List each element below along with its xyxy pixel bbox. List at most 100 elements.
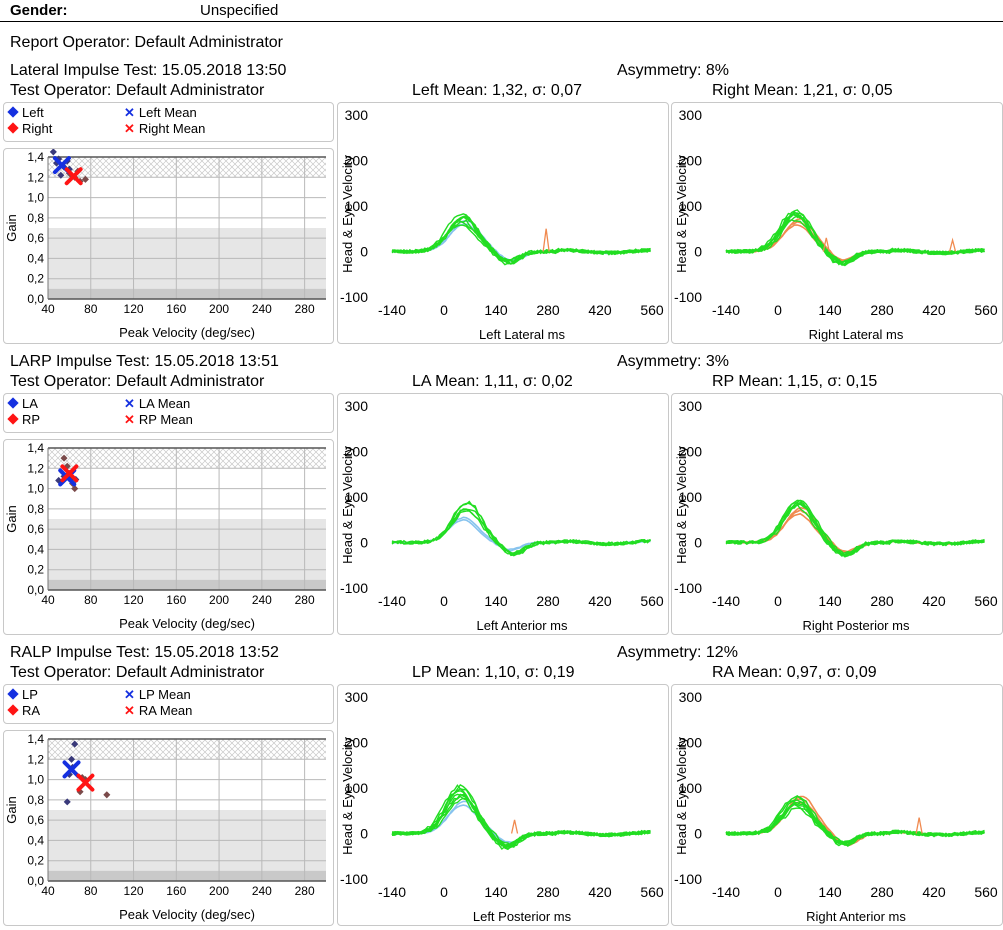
legend-right: RP — [7, 412, 41, 427]
y-tick-label: 1,2 — [27, 461, 44, 475]
legend-label: LP Mean — [138, 687, 191, 702]
legend-label: Right Mean — [138, 121, 206, 136]
asymmetry-label: Asymmetry: 8% — [617, 62, 730, 79]
x-tick-label: 280 — [870, 302, 894, 318]
test-operator: Test Operator: Default Administrator — [10, 664, 265, 681]
x-tick-label: 420 — [588, 302, 612, 318]
artifact-spike — [822, 237, 830, 252]
x-marker-icon: ✕ — [124, 412, 135, 427]
eye-velocity-trace — [725, 803, 985, 844]
y-tick-label: 0,0 — [27, 292, 44, 306]
y-tick-label: 1,0 — [27, 482, 44, 496]
right-velocity-panel: -100 0 100 200 300 -140 0 140 280 420 560 Right Ant… — [671, 684, 1003, 926]
y-tick-label: 0,2 — [27, 563, 44, 577]
legend-left: LA — [7, 396, 38, 411]
x-tick-label: 200 — [209, 302, 229, 316]
x-tick-label: 420 — [922, 593, 946, 609]
x-tick-label: 280 — [536, 884, 560, 900]
asymmetry-label: Asymmetry: 12% — [617, 644, 738, 661]
legend-label: RP — [22, 412, 41, 427]
y-tick-label: 1,2 — [27, 752, 44, 766]
left-mean-marker — [62, 760, 81, 779]
x-tick-label: 80 — [84, 593, 98, 607]
legend-right-mean: ✕ RP Mean — [124, 412, 193, 428]
left-velocity-panel: -100 0 100 200 300 -140 0 140 280 420 560 Left Late… — [337, 102, 669, 344]
y-tick-label: 100 — [679, 489, 703, 505]
y-tick-label: 300 — [345, 398, 369, 414]
x-tick-label: -140 — [378, 884, 406, 900]
diamond-marker-icon — [7, 106, 19, 118]
y-tick-label: 300 — [679, 107, 703, 123]
eye-velocity-trace — [725, 795, 985, 848]
very-low-gain-zone — [48, 579, 326, 590]
eye-velocity-trace — [725, 501, 985, 557]
test-operator: Test Operator: Default Administrator — [10, 82, 265, 99]
gain-scatter-panel: 0,0 0,2 0,4 0,6 0,8 1,0 1,2 1,4 40 80 120 160 200 240… — [3, 148, 334, 344]
right-velocity-panel: -100 0 100 200 300 -140 0 140 280 420 560 Right Pos… — [671, 393, 1003, 635]
x-tick-label: 420 — [588, 593, 612, 609]
x-tick-label: 80 — [84, 302, 98, 316]
legend-label: Left Mean — [138, 105, 197, 120]
x-tick-label: 420 — [922, 884, 946, 900]
x-tick-label: -140 — [378, 302, 406, 318]
x-tick-label: 40 — [41, 593, 55, 607]
x-axis-label: Left Posterior ms — [473, 909, 572, 924]
y-tick-label: 300 — [345, 107, 369, 123]
y-axis-label: Gain — [4, 796, 19, 823]
y-tick-label: 0,6 — [27, 522, 44, 536]
x-axis-label: Left Anterior ms — [476, 618, 568, 633]
x-tick-label: 200 — [209, 884, 229, 898]
x-tick-label: 420 — [588, 884, 612, 900]
legend-right: RA — [7, 703, 41, 718]
x-tick-label: 140 — [818, 884, 842, 900]
x-tick-label: 140 — [484, 593, 508, 609]
y-tick-label: 100 — [679, 780, 703, 796]
legend-label: RA Mean — [138, 703, 193, 718]
diamond-marker-icon — [7, 704, 19, 716]
very-low-gain-zone — [48, 288, 326, 299]
x-tick-label: 0 — [440, 884, 448, 900]
x-tick-label: 140 — [484, 302, 508, 318]
y-tick-label: 1,4 — [27, 441, 44, 455]
y-tick-label: 200 — [345, 444, 369, 460]
y-tick-label: 1,4 — [27, 732, 44, 746]
y-axis-label: Gain — [4, 214, 19, 241]
legend-label: RA — [22, 703, 41, 718]
x-tick-label: 240 — [252, 884, 272, 898]
x-marker-icon: ✕ — [124, 105, 135, 120]
legend-left: Left — [7, 105, 44, 120]
y-tick-label: 0,8 — [27, 793, 44, 807]
x-tick-label: 40 — [41, 302, 55, 316]
x-tick-label: 120 — [124, 884, 144, 898]
scatter-point — [103, 791, 111, 799]
y-tick-label: 100 — [345, 489, 369, 505]
gender-value: Unspecified — [200, 2, 279, 19]
x-tick-label: 560 — [974, 593, 998, 609]
x-tick-label: 280 — [536, 593, 560, 609]
y-tick-label: 0 — [694, 826, 702, 842]
x-marker-icon: ✕ — [124, 687, 135, 702]
legend-box: LA ✕ LA Mean RP ✕ RP Mean — [3, 393, 334, 433]
head-velocity-trace — [725, 506, 985, 555]
y-tick-label: 0,0 — [27, 874, 44, 888]
x-tick-label: 280 — [295, 302, 315, 316]
left-velocity-panel: -100 0 100 200 300 -140 0 140 280 420 560 Left Ante… — [337, 393, 669, 635]
header-divider — [0, 21, 1003, 22]
eye-velocity-trace — [725, 801, 985, 846]
x-axis-label: Peak Velocity (deg/sec) — [119, 325, 255, 340]
x-tick-label: 80 — [84, 884, 98, 898]
y-tick-label: 0,4 — [27, 251, 44, 265]
x-tick-label: 560 — [640, 593, 664, 609]
y-axis-label: Head & Eye Velocity — [340, 155, 355, 273]
legend-label: Left — [22, 105, 44, 120]
x-tick-label: 120 — [124, 302, 144, 316]
x-tick-label: -140 — [712, 302, 740, 318]
right-mean-label: RA Mean: 0,97, σ: 0,09 — [712, 664, 877, 681]
eye-velocity-trace — [725, 503, 985, 555]
right-mean-label: RP Mean: 1,15, σ: 0,15 — [712, 373, 878, 390]
y-tick-label: 0,6 — [27, 231, 44, 245]
x-axis-label: Right Lateral ms — [809, 327, 904, 342]
y-axis-label: Head & Eye Velocity — [674, 737, 689, 855]
x-tick-label: 280 — [536, 302, 560, 318]
y-tick-label: -100 — [340, 871, 368, 887]
